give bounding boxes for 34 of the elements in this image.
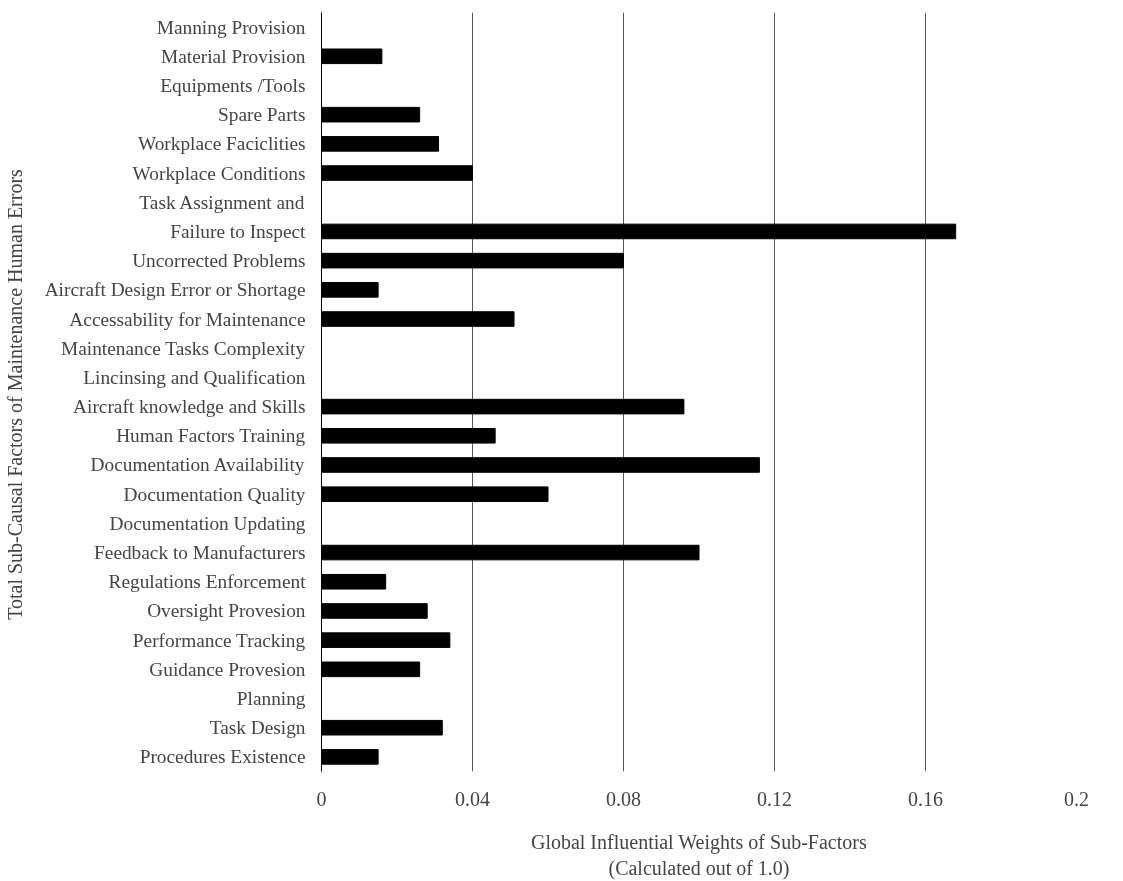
y-tick-label: Task Design: [209, 717, 306, 739]
y-tick-label: Equipments /Tools: [160, 74, 306, 96]
y-tick-label: Guidance Provesion: [149, 658, 306, 680]
y-tick-label: Regulations Enforcement: [108, 571, 307, 593]
y-tick-label: Material Provision: [161, 45, 306, 67]
y-axis-title: Total Sub-Causal Factors of Maintenance Human Errors: [3, 168, 26, 620]
y-tick-label: Maintenance Tasks Complexity: [61, 337, 306, 359]
y-tick-label: Spare Parts: [218, 104, 306, 126]
y-tick-label: Manning Provision: [156, 16, 306, 38]
y-tick-label: Documentation Quality: [123, 483, 306, 505]
y-tick-label: Performance Tracking: [132, 629, 306, 651]
y-tick-label: Documentation Availability: [90, 454, 305, 476]
y-tick-label: Task Assignment and: [139, 191, 305, 213]
y-tick-label: Failure to Inspect: [170, 220, 307, 242]
y-tick-label: Human Factors Training: [116, 425, 306, 447]
x-tick-label: 0.08: [606, 787, 641, 810]
x-tick-label: 0.16: [908, 787, 943, 810]
x-tick-label: 0.2: [1064, 787, 1089, 810]
y-tick-label: Accessability for Maintenance: [69, 308, 306, 330]
y-tick-label: Aircraft Design Error or Shortage: [44, 279, 306, 301]
y-tick-label: Workplace Conditions: [132, 162, 306, 184]
y-tick-label: Feedback to Manufacturers: [94, 542, 306, 564]
x-tick-label: 0.04: [455, 787, 490, 810]
x-tick-label: 0: [316, 787, 327, 810]
y-tick-label: Planning: [236, 688, 306, 710]
y-tick-label: Uncorrected Problems: [132, 250, 306, 272]
y-tick-label: Aircraft knowledge and Skills: [73, 396, 306, 418]
y-tick-label: Lincinsing and Qualification: [83, 366, 306, 388]
y-tick-label: Procedures Existence: [139, 746, 306, 768]
y-tick-label: Workplace Faciclities: [138, 133, 306, 155]
x-axis-title: Global Influential Weights of Sub-Factors (Calculated out of 1.0): [530, 830, 867, 880]
y-tick-label: Oversight Provesion: [147, 600, 306, 622]
y-tick-label: Documentation Updating: [109, 512, 306, 534]
x-tick-label: 0.12: [757, 787, 792, 810]
